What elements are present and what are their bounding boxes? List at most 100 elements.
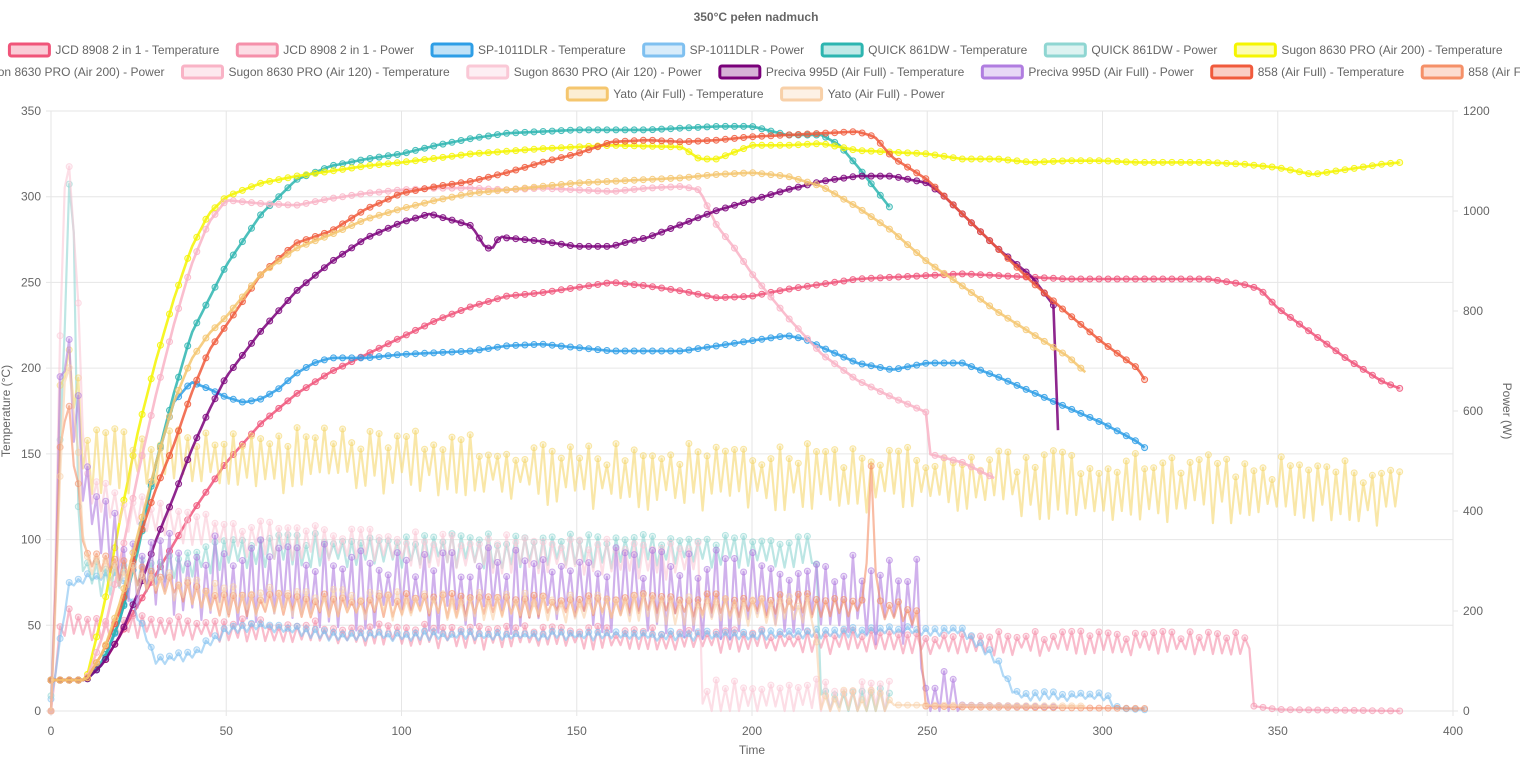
data-point (539, 182, 547, 190)
data-point (630, 629, 638, 637)
data-point (348, 624, 356, 632)
data-point (102, 656, 110, 663)
data-point (539, 158, 547, 166)
data-point (339, 165, 347, 173)
data-point (457, 542, 465, 550)
data-point (512, 185, 520, 193)
data-point (530, 591, 538, 599)
legend-item[interactable]: Sugon 8630 PRO (Air 200) - Power (0, 65, 165, 79)
legend-item[interactable]: JCD 8908 2 in 1 - Power (235, 42, 414, 58)
x-tick-label: 300 (1092, 724, 1112, 738)
legend-item[interactable]: Preciva 995D (Air Full) - Power (980, 64, 1194, 80)
data-point (184, 576, 192, 584)
legend-item[interactable]: SP-1011DLR - Temperature (430, 42, 626, 58)
data-point (585, 178, 593, 186)
data-point (439, 348, 447, 356)
data-point (831, 349, 839, 357)
data-point (585, 531, 593, 539)
data-point (585, 242, 593, 250)
series-line (49, 165, 891, 713)
data-point (65, 364, 73, 372)
legend-item[interactable]: QUICK 861DW - Power (1043, 42, 1217, 58)
legend-item[interactable]: Sugon 8630 PRO (Air 120) - Temperature (181, 64, 451, 80)
legend-item[interactable]: QUICK 861DW - Temperature (820, 42, 1028, 58)
legend-swatch (642, 42, 686, 58)
series-14 (47, 169, 1087, 684)
data-point (694, 345, 702, 353)
data-point (366, 354, 374, 361)
data-point (366, 588, 374, 596)
data-point (831, 687, 839, 695)
legend-item[interactable]: 858 (Air Full) - Temperature (1210, 64, 1405, 80)
data-point (439, 530, 447, 538)
legend-item[interactable]: JCD 8908 2 in 1 - Temperature (7, 42, 220, 58)
data-point (302, 433, 310, 441)
data-point (311, 378, 319, 386)
series-line (51, 130, 1146, 682)
data-point (402, 533, 410, 541)
data-point (658, 125, 666, 133)
data-point (366, 427, 374, 435)
data-point (867, 567, 875, 575)
data-point (1104, 157, 1112, 165)
data-point (439, 590, 447, 598)
data-point (220, 618, 228, 626)
legend-item[interactable]: Preciva 995D (Air Full) - Temperature (718, 64, 965, 80)
data-point (457, 598, 465, 606)
legend-item[interactable]: Yato (Air Full) - Temperature (565, 86, 764, 102)
data-point (1031, 332, 1039, 340)
data-point (184, 342, 192, 350)
data-point (721, 447, 729, 455)
data-point (913, 404, 921, 412)
legend-item[interactable]: 858 (Air Full) - Power (1420, 64, 1520, 80)
data-point (731, 201, 738, 209)
data-point (339, 250, 347, 258)
data-point (147, 478, 155, 486)
data-point (448, 138, 456, 146)
data-point (1195, 633, 1203, 641)
legend-item[interactable]: Sugon 8630 PRO (Air 120) - Power (466, 64, 702, 80)
data-point (849, 357, 857, 365)
data-point (785, 681, 793, 689)
data-point (1396, 707, 1404, 715)
data-point (566, 591, 574, 599)
data-point (1168, 454, 1176, 462)
legend-item[interactable]: Sugon 8630 PRO (Air 200) - Temperature (1233, 42, 1503, 58)
legend-item[interactable]: SP-1011DLR - Power (642, 42, 805, 58)
data-point (1159, 627, 1167, 635)
data-point (813, 561, 820, 568)
data-point (1095, 418, 1103, 425)
data-point (1004, 632, 1012, 640)
data-point (785, 141, 793, 149)
data-point (694, 123, 702, 131)
data-point (1031, 689, 1039, 697)
data-point (1259, 162, 1267, 170)
data-point (402, 204, 410, 211)
data-point (284, 201, 292, 209)
data-point (284, 250, 292, 258)
data-point (621, 177, 629, 185)
data-point (384, 209, 392, 217)
data-point (904, 443, 912, 451)
data-point (667, 451, 675, 459)
data-point (384, 444, 392, 452)
data-point (293, 622, 301, 630)
data-point (421, 620, 429, 628)
data-point (639, 282, 647, 289)
data-point (1095, 336, 1103, 343)
data-point (639, 235, 647, 242)
data-point (457, 219, 465, 227)
data-point (585, 592, 593, 600)
data-point (193, 619, 201, 627)
data-point (867, 679, 875, 687)
data-point (557, 144, 565, 152)
data-point (375, 590, 383, 597)
legend-item[interactable]: Yato (Air Full) - Power (780, 86, 945, 102)
data-point (876, 219, 884, 227)
data-point (257, 517, 265, 525)
data-point (995, 628, 1003, 636)
data-point (721, 531, 729, 539)
data-point (521, 341, 529, 349)
data-point (220, 377, 228, 385)
data-point (448, 590, 456, 597)
